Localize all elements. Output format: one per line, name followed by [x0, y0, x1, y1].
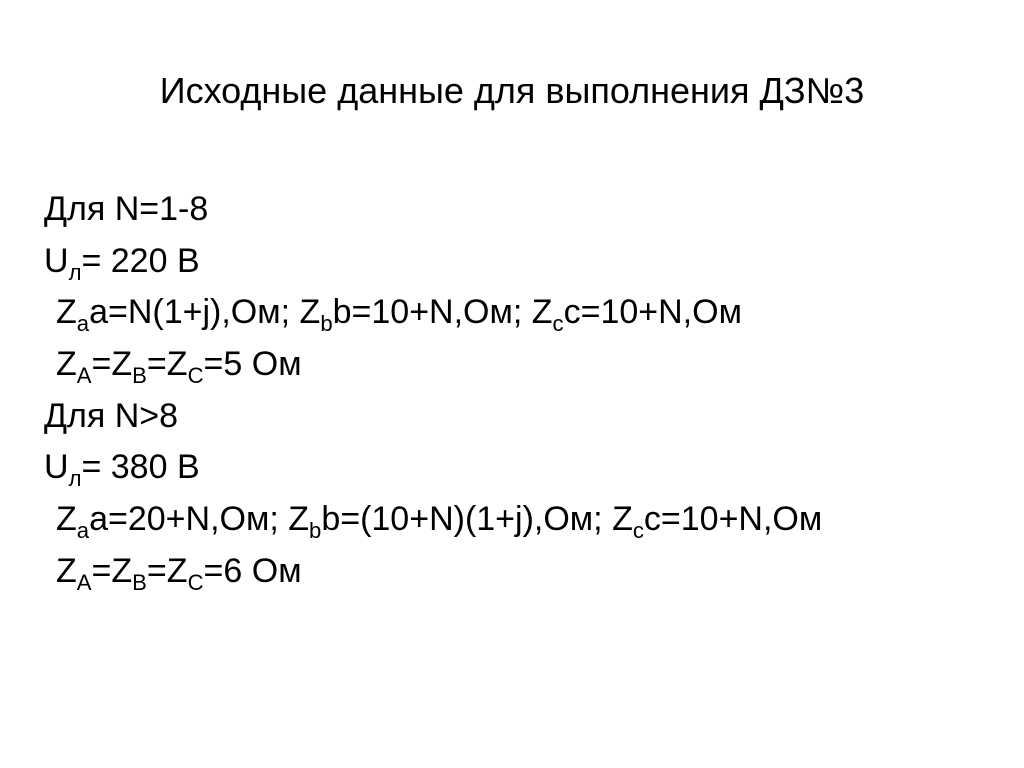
- z-glyph: Z: [111, 552, 132, 590]
- g1-zabc-tail: =5 Ом: [204, 345, 302, 383]
- sub-A: A: [77, 570, 92, 595]
- z-glyph: Z: [288, 500, 309, 538]
- g2-zabc-tail: =6 Ом: [204, 552, 302, 590]
- z-glyph: Z: [111, 345, 132, 383]
- sub-b: b: [320, 311, 332, 336]
- z-glyph: Z: [56, 293, 77, 331]
- z-glyph: Z: [167, 552, 188, 590]
- g1-zb: b=10+N,Ом;: [333, 293, 532, 331]
- z-glyph: Z: [56, 345, 77, 383]
- g1-za: a=N(1+j),Ом;: [89, 293, 299, 331]
- eq: =: [92, 345, 112, 383]
- sub-c: c: [553, 311, 564, 336]
- g2-zc: c=10+N,Ом: [644, 500, 822, 538]
- eq: =: [147, 552, 167, 590]
- sub-B: B: [132, 363, 147, 388]
- g1-z-lower: Zaa=N(1+j),Ом; Zbb=10+N,Ом; Zcc=10+N,Ом: [44, 287, 980, 339]
- g1-zc: c=10+N,Ом: [564, 293, 742, 331]
- eq: =: [147, 345, 167, 383]
- sub-C: C: [188, 570, 204, 595]
- z-glyph: Z: [56, 552, 77, 590]
- z-glyph: Z: [167, 345, 188, 383]
- eq: =: [92, 552, 112, 590]
- g2-za: a=20+N,Ом;: [89, 500, 288, 538]
- slide-title: Исходные данные для выполнения ДЗ№3: [44, 70, 980, 112]
- sub-b: b: [309, 518, 321, 543]
- g2-condition: Для N>8: [44, 391, 980, 443]
- z-glyph: Z: [300, 293, 321, 331]
- sub-a: a: [77, 311, 89, 336]
- sub-c: c: [633, 518, 644, 543]
- sub-B: B: [132, 570, 147, 595]
- slide: Исходные данные для выполнения ДЗ№3 Для …: [0, 0, 1024, 768]
- g1-ul-text: Uл= 220 В: [44, 242, 200, 280]
- g2-ul-text: Uл= 380 В: [44, 448, 200, 486]
- g2-ul: Uл= 380 В: [44, 442, 980, 494]
- g1-ul: Uл= 220 В: [44, 236, 980, 288]
- z-glyph: Z: [612, 500, 633, 538]
- z-glyph: Z: [56, 500, 77, 538]
- g2-z-upper: ZA=ZB=ZC=6 Ом: [44, 546, 980, 598]
- slide-content: Для N=1-8 Uл= 220 В Zaa=N(1+j),Ом; Zbb=1…: [44, 184, 980, 597]
- g1-condition: Для N=1-8: [44, 184, 980, 236]
- sub-A: A: [77, 363, 92, 388]
- g2-z-lower: Zaa=20+N,Ом; Zbb=(10+N)(1+j),Ом; Zcc=10+…: [44, 494, 980, 546]
- g1-z-upper: ZA=ZB=ZC=5 Ом: [44, 339, 980, 391]
- z-glyph: Z: [532, 293, 553, 331]
- sub-a: a: [77, 518, 89, 543]
- g2-zb: b=(10+N)(1+j),Ом;: [321, 500, 612, 538]
- sub-C: C: [188, 363, 204, 388]
